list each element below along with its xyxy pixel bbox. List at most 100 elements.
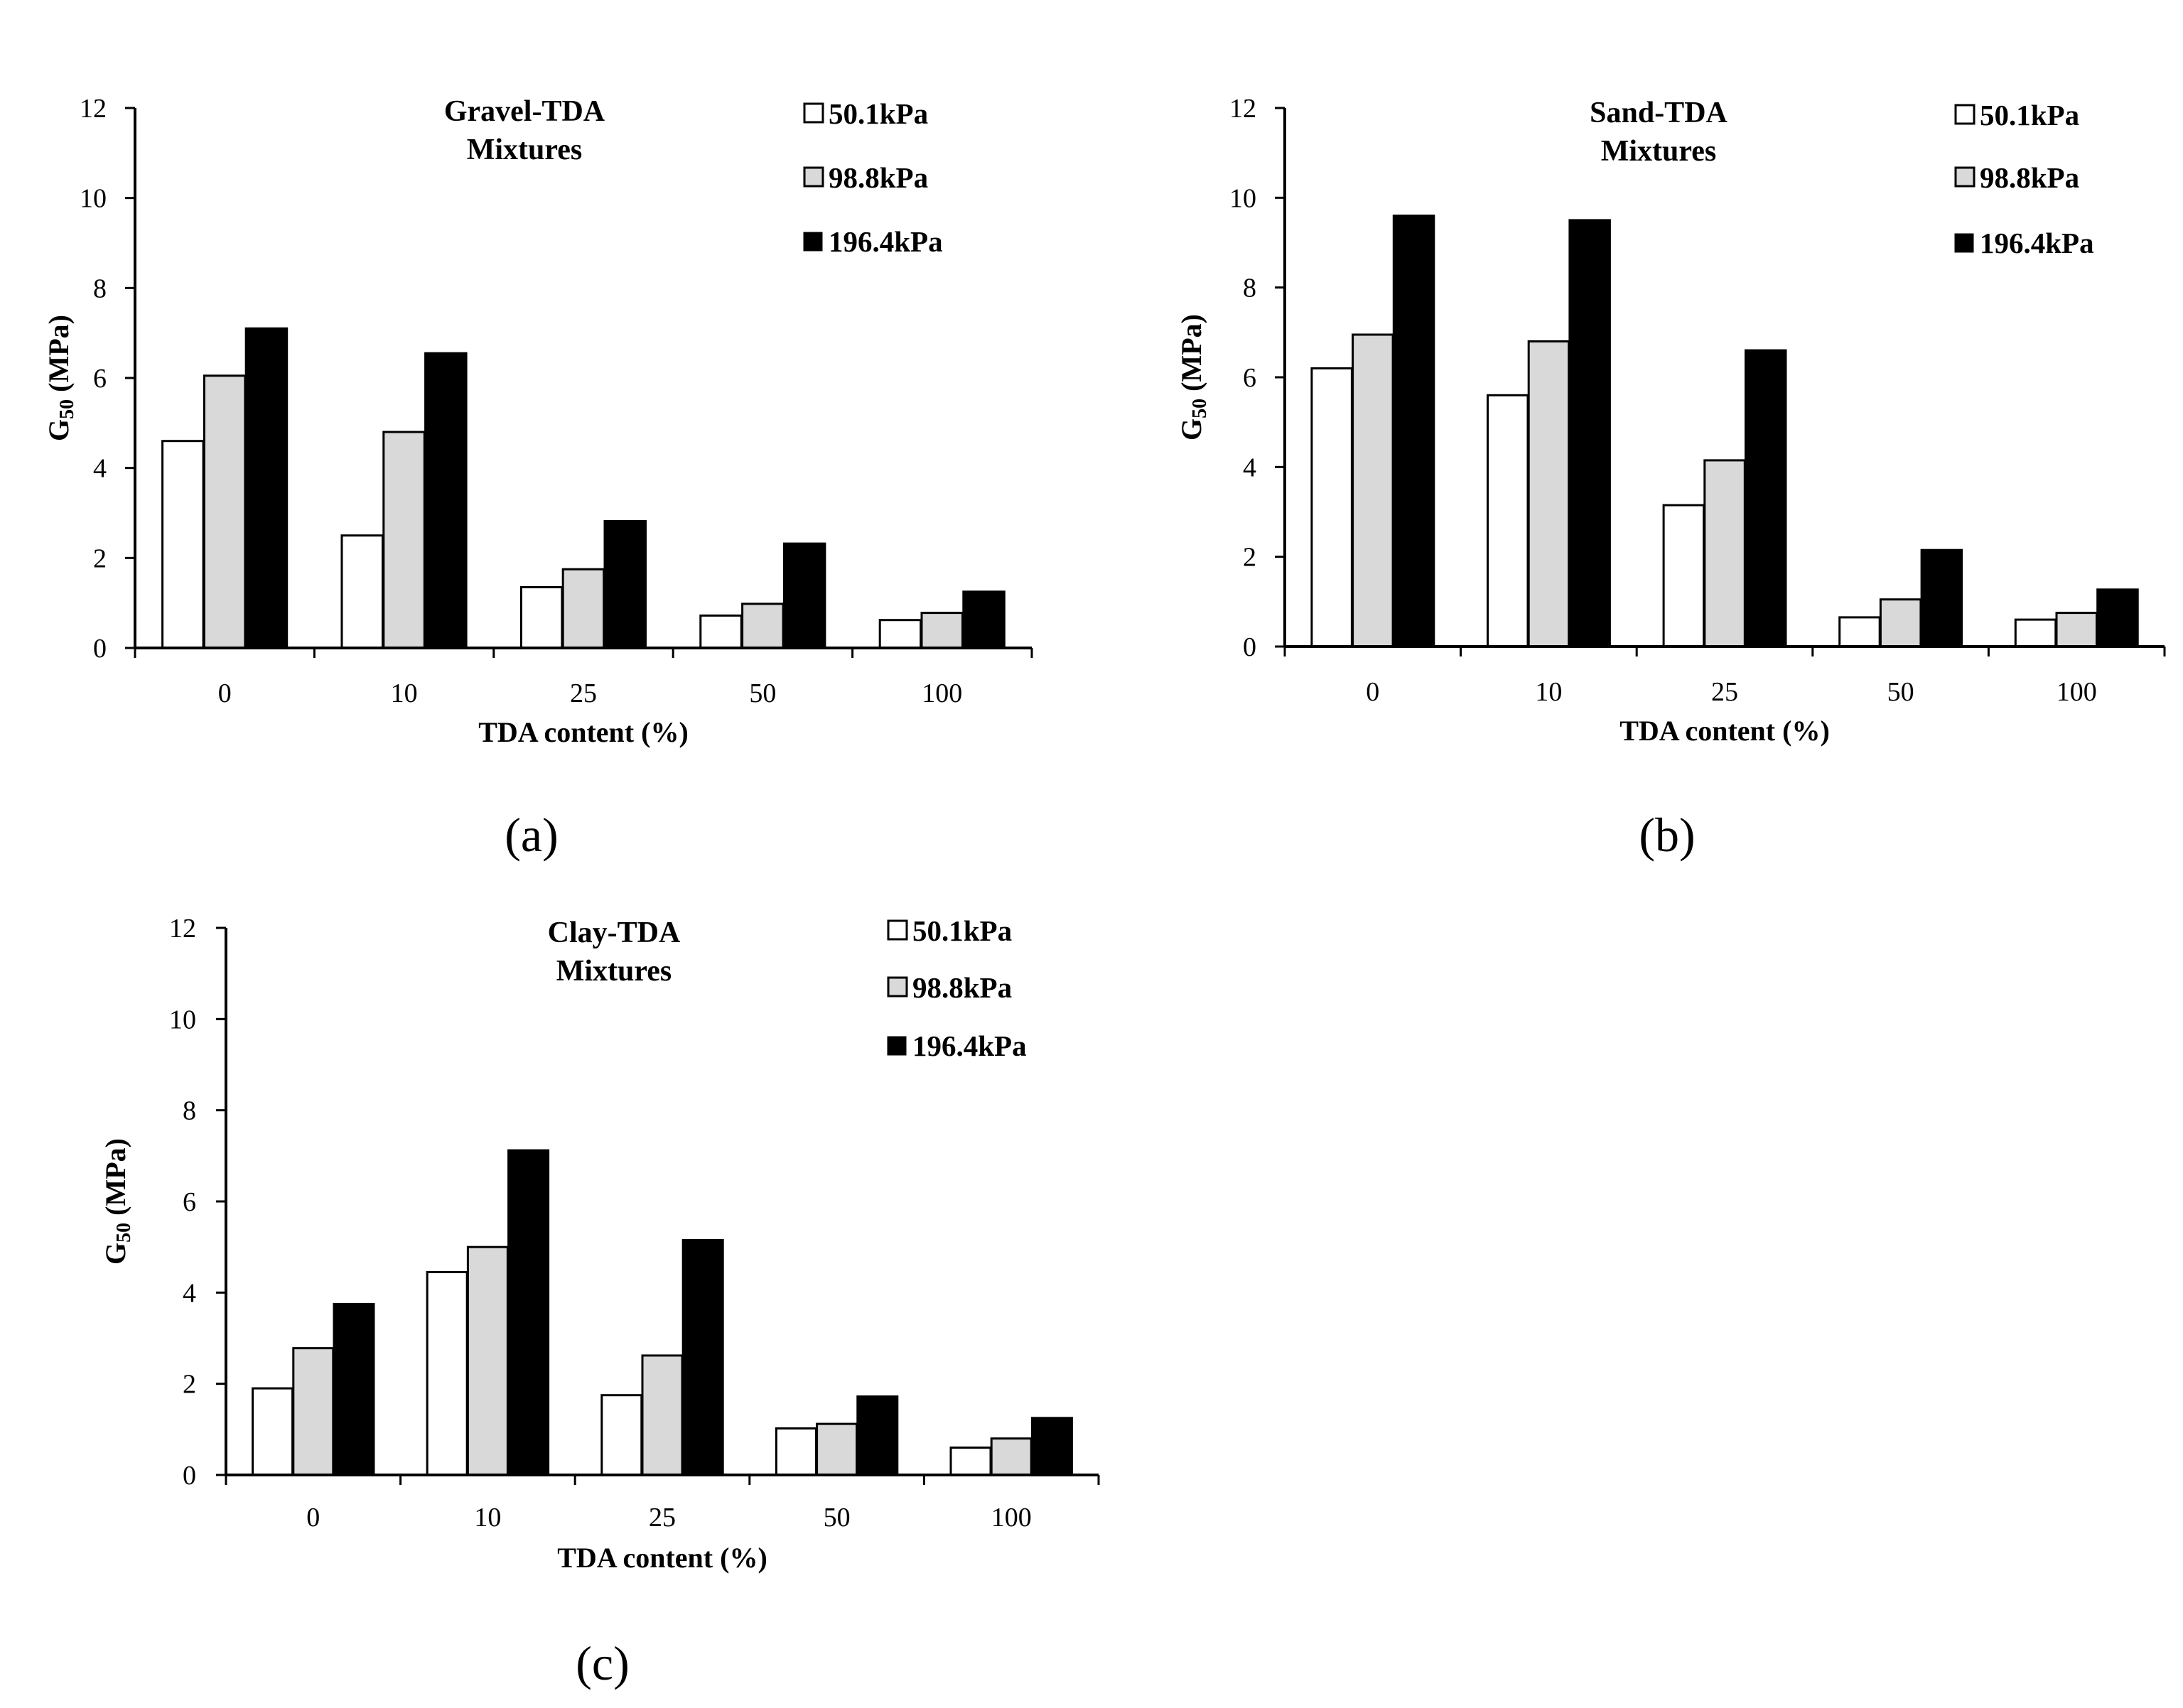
y-tick-label: 6 (93, 364, 107, 394)
bar-50.1kPa-50[interactable] (775, 1427, 817, 1476)
chart-title-line-1: Sand-TDA (1590, 97, 1727, 129)
bar-196.4kPa-0[interactable] (1392, 215, 1435, 648)
x-axis-title: TDA content (%) (1619, 715, 1830, 747)
x-tick-label: 50 (824, 1503, 851, 1533)
y-axis-title-main: G (43, 419, 75, 441)
y-axis-title: G50 (MPa) (99, 1138, 135, 1265)
y-axis-title-unit: (MPa) (99, 1138, 131, 1223)
bar-50.1kPa-50[interactable] (1838, 616, 1881, 648)
x-tick-label: 0 (1366, 677, 1379, 707)
legend-label-98.8kPa[interactable]: 98.8kPa (912, 971, 1012, 1004)
bar-98.8kPa-0[interactable] (203, 374, 247, 649)
y-tick-label: 0 (93, 634, 107, 664)
legend-swatch-98.8kPa[interactable] (887, 976, 908, 998)
legend-label-50.1kPa[interactable]: 50.1kPa (1980, 99, 2079, 131)
y-axis-title: G50 (MPa) (1175, 314, 1211, 440)
bar-98.8kPa-25[interactable] (1703, 459, 1746, 648)
bar-98.8kPa-50[interactable] (816, 1422, 858, 1476)
x-tick-label: 100 (991, 1503, 1032, 1533)
y-tick-label: 10 (1229, 183, 1256, 213)
legend-label-98.8kPa[interactable]: 98.8kPa (829, 161, 928, 194)
bar-196.4kPa-50[interactable] (782, 542, 826, 649)
x-tick-label: 100 (2057, 677, 2097, 707)
panel-label: (c) (576, 1636, 629, 1690)
y-tick-label: 0 (1243, 632, 1256, 662)
bar-98.8kPa-100[interactable] (920, 612, 964, 649)
bar-50.1kPa-100[interactable] (949, 1447, 992, 1476)
y-axis-title-unit: (MPa) (43, 315, 75, 399)
bar-50.1kPa-0[interactable] (1310, 367, 1353, 648)
bar-98.8kPa-25[interactable] (641, 1354, 684, 1476)
bar-196.4kPa-0[interactable] (244, 327, 289, 649)
legend-swatch-196.4kPa[interactable] (1954, 233, 1974, 253)
legend-label-50.1kPa[interactable]: 50.1kPa (829, 97, 928, 130)
legend-swatch-50.1kPa[interactable] (803, 102, 824, 124)
bar-98.8kPa-0[interactable] (292, 1347, 335, 1476)
bar-98.8kPa-100[interactable] (2055, 612, 2098, 648)
y-tick-label: 12 (169, 914, 196, 944)
y-tick-label: 8 (1243, 274, 1256, 303)
legend-swatch-50.1kPa[interactable] (887, 919, 908, 941)
legend-swatch-196.4kPa[interactable] (803, 232, 823, 252)
bar-98.8kPa-50[interactable] (741, 602, 785, 649)
y-axis-title-main: G (1175, 418, 1207, 440)
bar-196.4kPa-10[interactable] (507, 1149, 550, 1476)
bar-98.8kPa-10[interactable] (1527, 340, 1570, 648)
bar-98.8kPa-10[interactable] (466, 1245, 509, 1476)
bar-50.1kPa-10[interactable] (1487, 394, 1529, 648)
legend-label-98.8kPa[interactable]: 98.8kPa (1980, 161, 2079, 194)
bar-50.1kPa-100[interactable] (2014, 618, 2057, 648)
legend-swatch-196.4kPa[interactable] (887, 1036, 907, 1056)
y-tick-label: 4 (1243, 453, 1256, 482)
y-tick-label: 6 (183, 1187, 196, 1217)
legend-label-196.4kPa[interactable]: 196.4kPa (912, 1029, 1027, 1062)
legend-swatch-50.1kPa[interactable] (1954, 104, 1976, 125)
bar-98.8kPa-50[interactable] (1879, 598, 1922, 648)
bar-196.4kPa-25[interactable] (603, 519, 647, 649)
y-tick-label: 8 (183, 1096, 196, 1126)
legend-swatch-98.8kPa[interactable] (1954, 166, 1976, 188)
bar-196.4kPa-25[interactable] (1745, 349, 1787, 648)
legend-label-196.4kPa[interactable]: 196.4kPa (1980, 227, 2094, 259)
bar-98.8kPa-10[interactable] (382, 431, 426, 649)
legend-label-50.1kPa[interactable]: 50.1kPa (912, 914, 1012, 947)
bar-50.1kPa-0[interactable] (161, 440, 205, 649)
bar-196.4kPa-25[interactable] (681, 1239, 724, 1476)
x-axis-title: TDA content (%) (478, 716, 689, 748)
legend-label-196.4kPa[interactable]: 196.4kPa (829, 225, 943, 258)
bar-196.4kPa-50[interactable] (1920, 548, 1963, 648)
bar-50.1kPa-25[interactable] (1662, 504, 1705, 648)
y-axis-title-subscript: 50 (113, 1223, 135, 1243)
bar-98.8kPa-0[interactable] (1352, 333, 1394, 648)
bar-98.8kPa-100[interactable] (990, 1437, 1033, 1476)
bar-50.1kPa-10[interactable] (426, 1271, 468, 1476)
chart-title-line-2: Mixtures (556, 955, 672, 988)
bar-196.4kPa-100[interactable] (1030, 1417, 1073, 1476)
y-tick-label: 6 (1243, 363, 1256, 393)
x-tick-label: 0 (218, 679, 232, 708)
bar-50.1kPa-50[interactable] (699, 614, 743, 649)
bar-50.1kPa-25[interactable] (600, 1394, 643, 1476)
x-tick-label: 100 (922, 679, 962, 708)
y-tick-label: 10 (169, 1005, 196, 1034)
legend-swatch-98.8kPa[interactable] (803, 166, 824, 188)
bar-50.1kPa-10[interactable] (340, 534, 384, 649)
y-axis-title-main: G (99, 1243, 131, 1265)
y-axis-title-subscript: 50 (1189, 399, 1211, 418)
bar-50.1kPa-25[interactable] (519, 586, 564, 649)
chart-title-line-1: Gravel-TDA (444, 95, 605, 128)
bar-50.1kPa-100[interactable] (878, 619, 922, 649)
bar-98.8kPa-25[interactable] (561, 568, 605, 649)
bar-50.1kPa-0[interactable] (252, 1387, 294, 1476)
x-tick-label: 50 (749, 679, 776, 708)
bar-196.4kPa-10[interactable] (424, 352, 468, 649)
y-axis-title-unit: (MPa) (1175, 314, 1207, 399)
bar-196.4kPa-100[interactable] (962, 590, 1006, 649)
y-tick-label: 8 (93, 274, 107, 303)
bar-196.4kPa-100[interactable] (2096, 588, 2139, 648)
bar-196.4kPa-50[interactable] (856, 1395, 899, 1476)
bar-196.4kPa-10[interactable] (1568, 219, 1611, 648)
bar-196.4kPa-0[interactable] (333, 1302, 375, 1476)
